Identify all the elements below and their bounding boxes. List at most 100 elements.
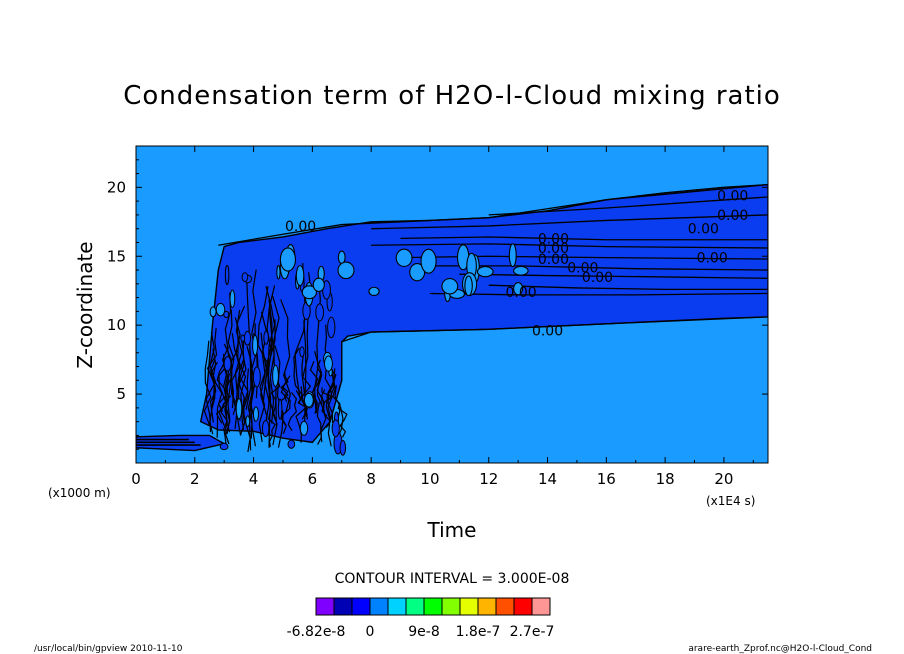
plume-cell	[252, 406, 259, 422]
plume-cell	[327, 316, 336, 339]
contour-label: 0.00	[688, 222, 719, 238]
stratified-contour-line	[429, 292, 768, 296]
plume-cell	[315, 303, 325, 322]
footer-right: arare-earth_Zprof.nc@H2O-l-Cloud_Cond	[688, 644, 872, 654]
plume-contour	[215, 365, 228, 424]
colorbar	[315, 597, 551, 616]
wave-cell	[312, 277, 325, 292]
wave-cell	[337, 261, 355, 280]
contour-label: 0.00	[532, 324, 563, 340]
plume-contour	[321, 387, 334, 417]
colorbar-swatch	[531, 597, 551, 616]
plume-cell	[263, 330, 269, 345]
plume-cell	[224, 264, 230, 286]
plume-cell	[331, 419, 340, 438]
plume-contour	[321, 389, 332, 428]
chart-title: Condensation term of H2O-l-Cloud mixing …	[123, 81, 781, 111]
plume-contour	[297, 386, 309, 420]
plume-cell	[243, 330, 252, 346]
plume-cell	[299, 346, 305, 358]
y-tick-label: 20	[107, 178, 126, 196]
contour-label: 0.00	[717, 189, 748, 205]
plume-cell	[339, 439, 347, 456]
contour-label: 0.00	[567, 260, 598, 276]
plume-cell	[223, 356, 232, 372]
x-tick-label: 16	[597, 470, 616, 488]
plume-cell	[240, 334, 246, 342]
y-tick-label: 5	[116, 385, 126, 403]
wave-cell	[476, 266, 494, 278]
y-axis-label: Z-coordinate	[73, 241, 97, 368]
contour-label: 0.00	[505, 285, 536, 301]
colorbar-tick-label: 2.7e-7	[510, 624, 555, 640]
stratified-contour-line	[459, 273, 768, 279]
colorbar-labels: -6.82e-8 0 9e-8 1.8e-7 2.7e-7	[287, 624, 555, 640]
plume-contour	[274, 345, 284, 448]
plume-cell	[272, 364, 279, 387]
y-tick-label: 10	[107, 316, 126, 334]
stratified-contour-line	[400, 236, 768, 241]
colorbar-swatch	[369, 597, 389, 616]
wave-cell	[337, 250, 346, 265]
plume-contour	[287, 392, 298, 432]
plume-contour	[281, 371, 289, 402]
plume-cell	[245, 415, 251, 428]
x-unit-note: (x1E4 s)	[706, 494, 755, 508]
x-tick-label: 14	[538, 470, 557, 488]
plume-contour	[203, 340, 212, 426]
wave-cell	[441, 278, 459, 295]
stratified-contour-line	[488, 196, 768, 216]
colorbar-tick-label: 1.8e-7	[456, 624, 501, 640]
x-tick-label: 0	[131, 470, 141, 488]
plot-area: 0.000.000.000.000.000.000.000.000.000.00…	[136, 146, 768, 463]
x-tick-label: 4	[249, 470, 259, 488]
plume-cell	[303, 392, 314, 408]
colorbar-tick-label: -6.82e-8	[287, 624, 346, 640]
colorbar-tick-label: 0	[366, 624, 375, 640]
upper-contour-line	[218, 183, 768, 246]
x-tick-label: 8	[366, 470, 376, 488]
colorbar-swatch	[441, 597, 461, 616]
plume-cell	[219, 442, 229, 451]
y-tick-label: 15	[107, 247, 126, 265]
x-axis-label: Time	[427, 518, 477, 542]
contour-label: 0.00	[538, 231, 569, 247]
y-unit-note: (x1000 m)	[48, 486, 111, 500]
plume-cell	[299, 420, 309, 436]
plume-contour	[220, 395, 232, 446]
wave-cell	[513, 282, 524, 296]
plume-cell	[287, 439, 296, 449]
plume-contour	[267, 299, 273, 448]
contour-interval: CONTOUR INTERVAL = 3.000E-08	[335, 571, 570, 587]
colorbar-swatch	[387, 597, 407, 616]
plume-cell	[252, 366, 261, 388]
x-tick-label: 2	[190, 470, 200, 488]
plume-cell	[324, 355, 333, 372]
colorbar-swatch	[405, 597, 425, 616]
x-tick-label: 20	[714, 470, 733, 488]
contour-label: 0.00	[285, 219, 316, 235]
plume-contour	[218, 346, 230, 426]
stratified-contour-line	[488, 284, 768, 290]
plume-cell	[276, 265, 281, 280]
footer-left: /usr/local/bin/gpview 2010-11-10	[34, 644, 183, 654]
colorbar-swatch	[333, 597, 353, 616]
stratified-contour-line	[371, 214, 768, 230]
plume-contour	[272, 296, 280, 428]
colorbar-swatch	[423, 597, 443, 616]
x-tick-label: 6	[308, 470, 318, 488]
plume-contour	[327, 364, 335, 423]
wave-cell	[279, 247, 297, 272]
colorbar-swatch	[459, 597, 479, 616]
plume-contour	[268, 285, 276, 424]
colorbar-swatch	[495, 597, 515, 616]
plume-contour	[258, 332, 267, 442]
colorbar-tick-label: 9e-8	[408, 624, 439, 640]
lower-contour-line	[341, 316, 768, 343]
plume-contour	[209, 359, 217, 423]
contour-label: 0.00	[538, 241, 569, 257]
plume-cell	[241, 272, 249, 283]
plume-contour	[224, 292, 232, 403]
plume-cell	[252, 334, 259, 356]
x-tick-label: 18	[656, 470, 675, 488]
